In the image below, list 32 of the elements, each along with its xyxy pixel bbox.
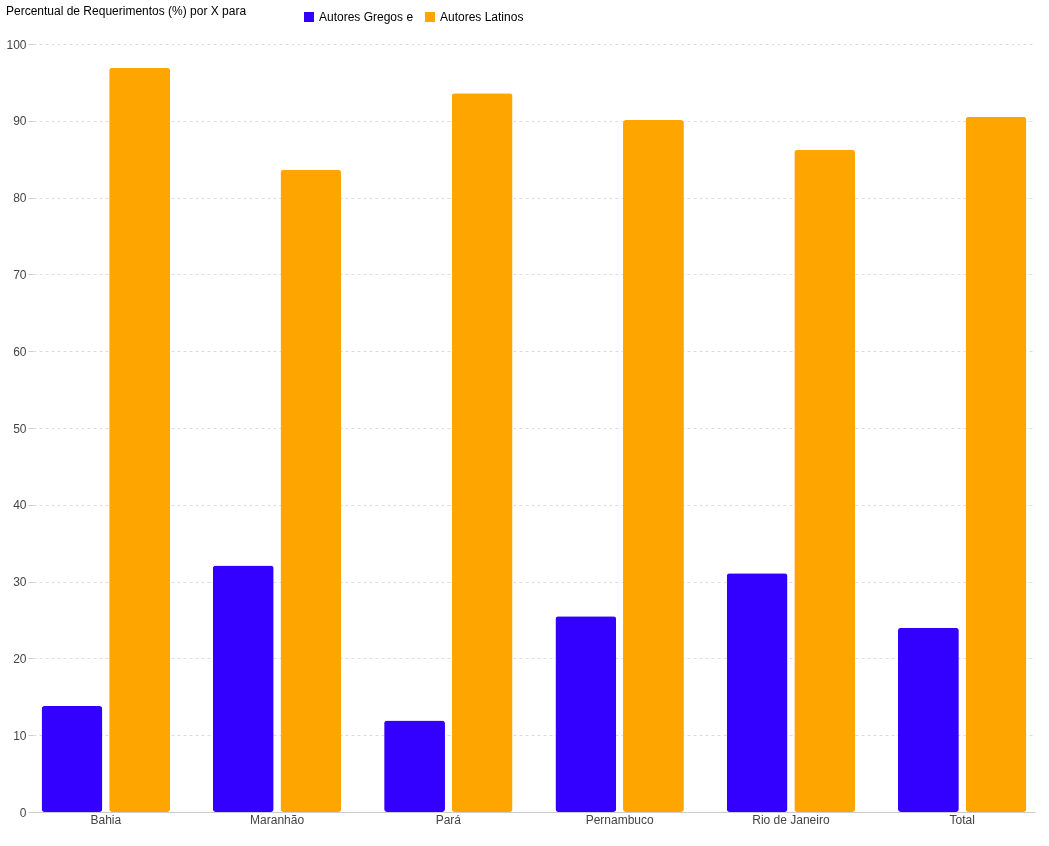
bar bbox=[451, 93, 513, 812]
x-tick-label: Pernambuco bbox=[585, 812, 654, 827]
legend-label: Autores Gregos e bbox=[319, 10, 414, 24]
y-tick-label: 20 bbox=[13, 651, 27, 666]
y-tick-label: 0 bbox=[19, 805, 27, 820]
y-tick-label: 90 bbox=[13, 114, 27, 129]
bar bbox=[384, 720, 445, 812]
y-tick-label: 70 bbox=[13, 267, 27, 282]
bar bbox=[794, 149, 856, 812]
y-tick-label: 80 bbox=[13, 191, 27, 206]
x-tick-label: Total bbox=[949, 812, 975, 827]
bar bbox=[280, 169, 342, 812]
y-tick-label: 60 bbox=[13, 344, 27, 359]
y-tick-label: 40 bbox=[13, 498, 27, 513]
bar bbox=[726, 573, 788, 812]
bar bbox=[623, 120, 684, 812]
bar bbox=[965, 116, 1027, 812]
bar bbox=[897, 627, 959, 812]
x-tick-label: Rio de Janeiro bbox=[752, 812, 830, 827]
bar bbox=[41, 706, 103, 812]
chart-title: Percentual de Requerimentos (%) por X para bbox=[5, 4, 247, 18]
x-tick-label: Bahia bbox=[90, 812, 122, 827]
x-tick-label: Maranhão bbox=[250, 812, 305, 827]
y-tick-label: 50 bbox=[13, 421, 27, 436]
y-tick-label: 30 bbox=[13, 575, 27, 590]
legend-label: Autores Latinos bbox=[440, 10, 524, 24]
y-tick-label: 10 bbox=[13, 728, 27, 743]
y-tick-label: 100 bbox=[6, 37, 27, 52]
bar bbox=[212, 565, 274, 812]
bar bbox=[555, 616, 617, 812]
bar bbox=[109, 67, 171, 812]
x-tick-label: Pará bbox=[435, 812, 462, 827]
